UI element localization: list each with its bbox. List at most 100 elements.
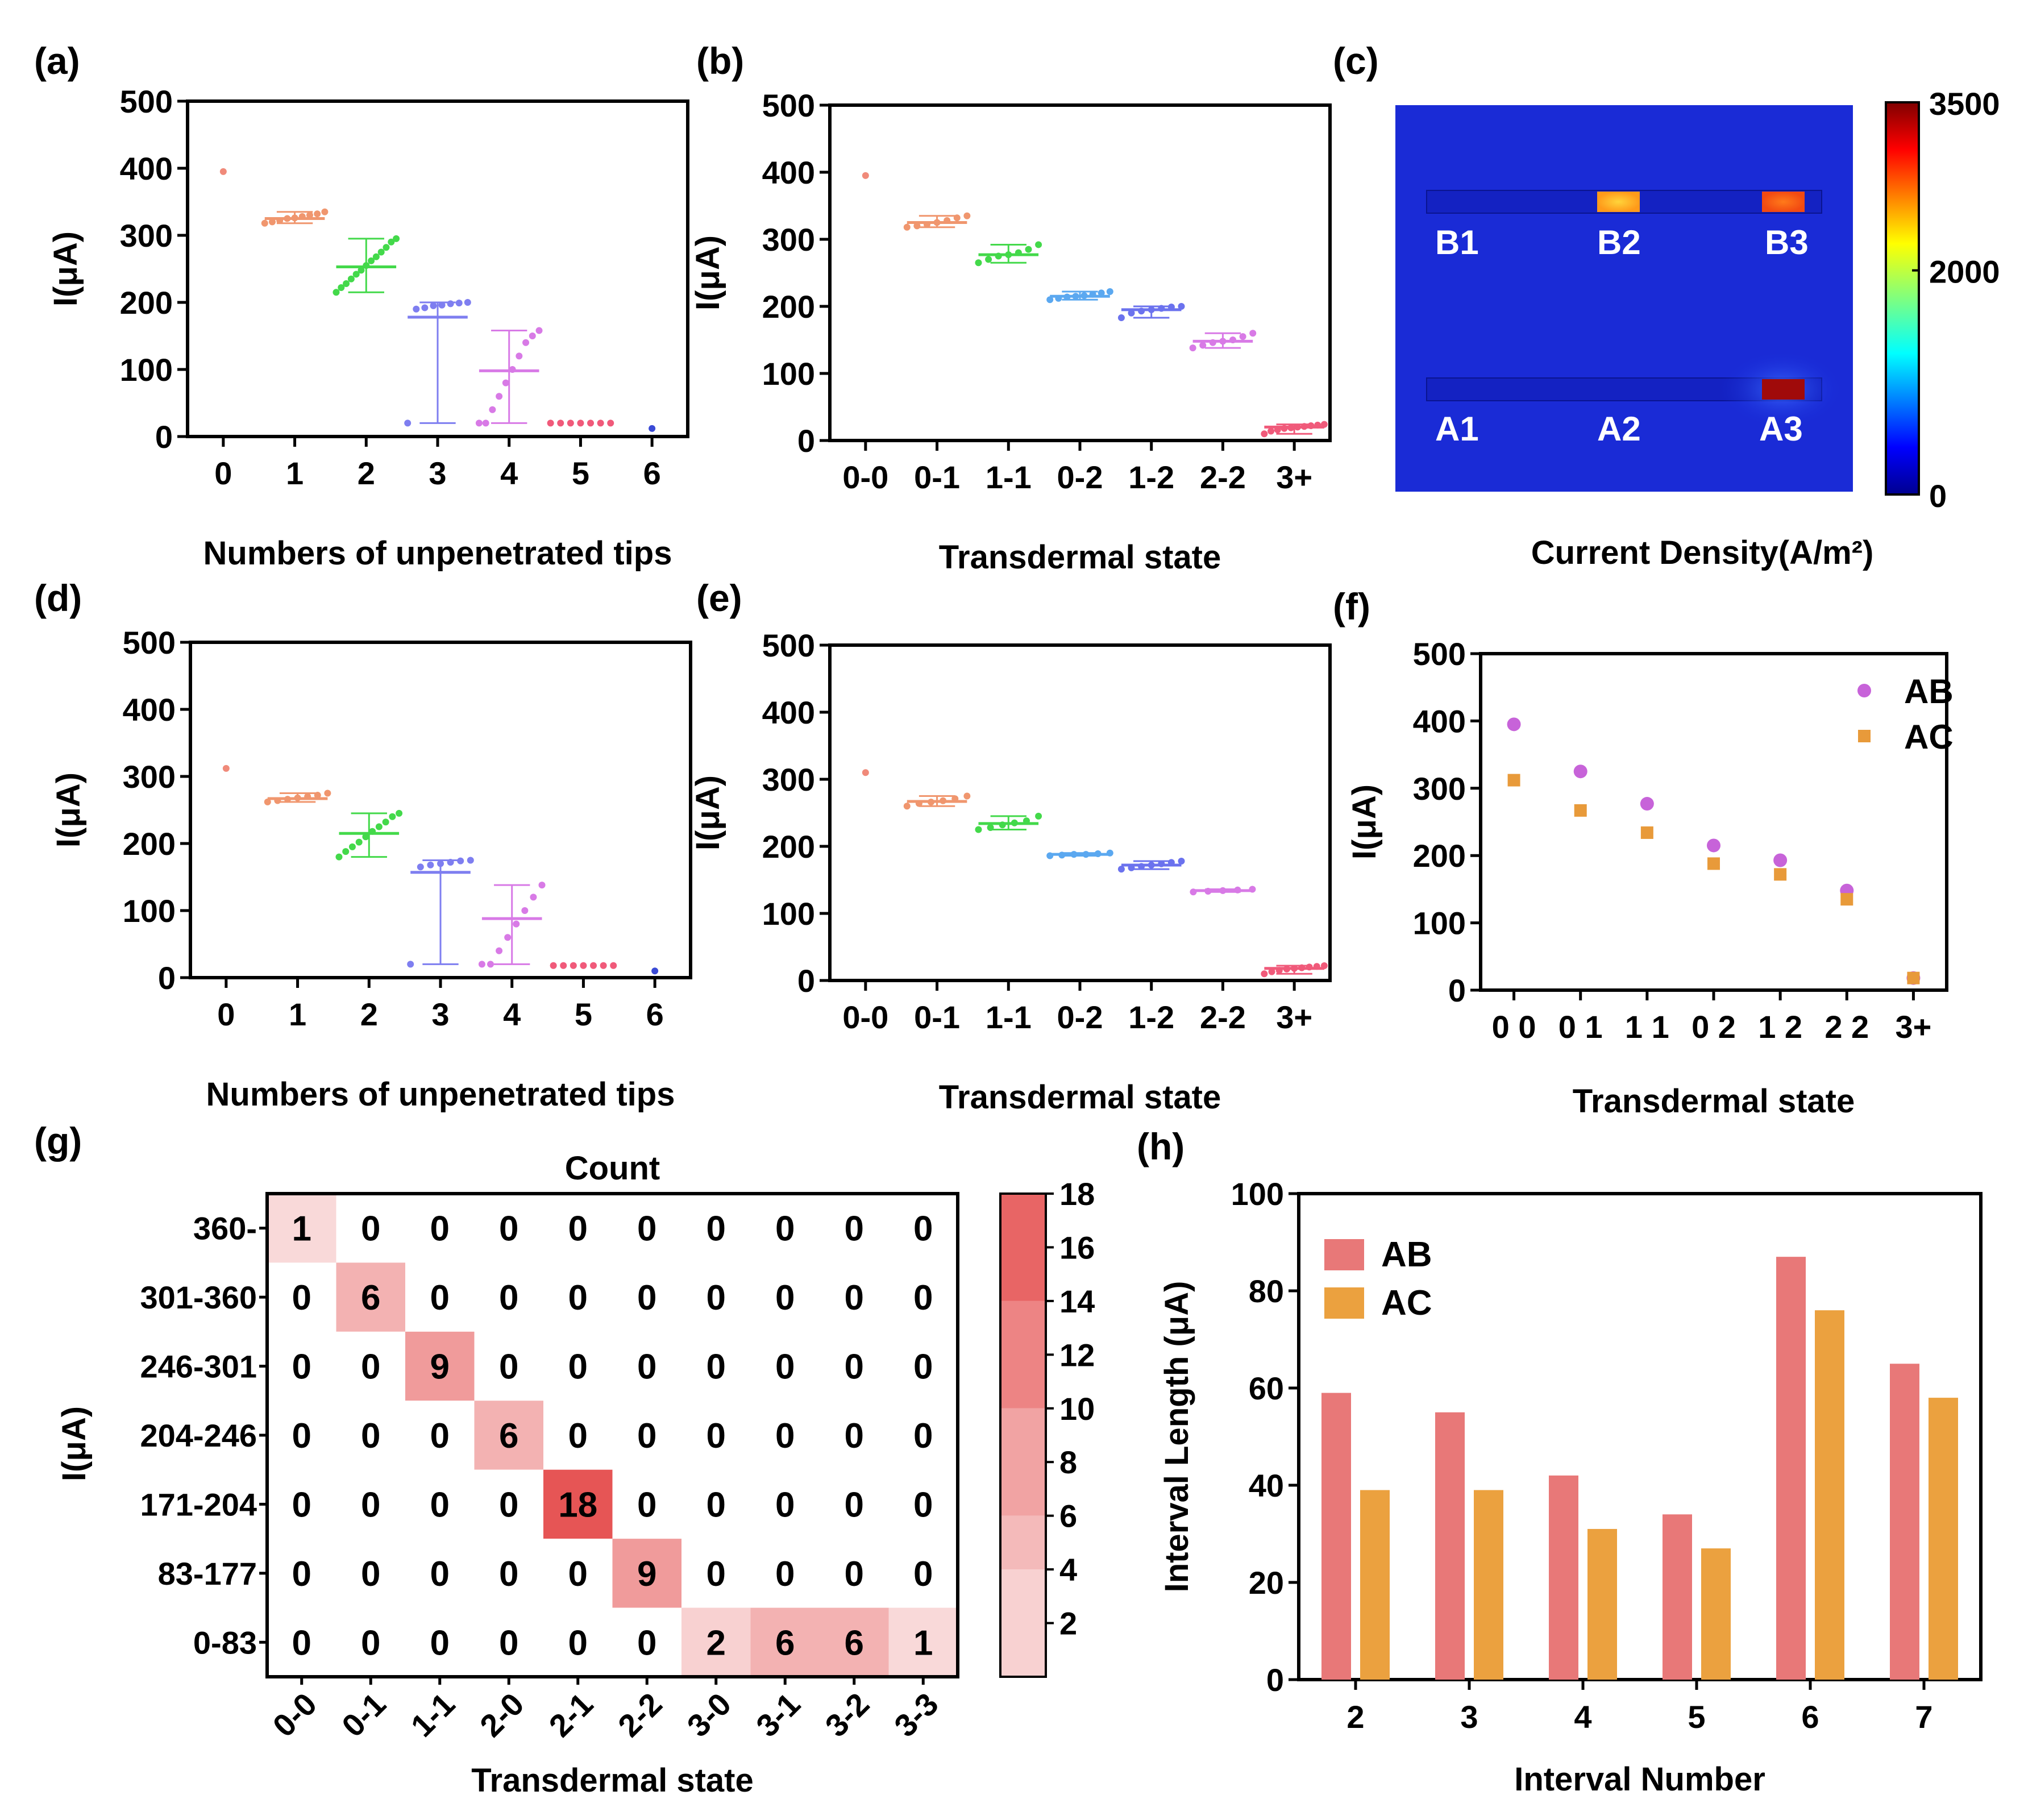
heatmap-cell [474,1262,543,1332]
y-tick-label: 300 [123,759,176,795]
legend-swatch-ac [1324,1287,1364,1319]
data-point [999,821,1006,829]
bar-ab [1890,1364,1919,1680]
colorbar-band [1000,1408,1046,1516]
colorbar-label: 2 [1059,1606,1077,1642]
data-point [222,764,230,772]
data-point [291,214,298,222]
data-group [903,792,971,810]
data-point [294,794,301,801]
data-point [274,797,281,804]
y-tick-label: 360- [193,1211,257,1246]
y-tick-label: 300 [762,222,815,257]
colorbar-band [1000,1515,1046,1570]
data-point [389,813,396,820]
y-tick-label: 100 [120,352,173,388]
cell-value: 9 [430,1348,450,1387]
heatmap-cell [820,1401,889,1470]
x-tick-label: 4 [503,996,521,1032]
heatmap-cell [612,1194,681,1263]
cell-value: 0 [361,1623,380,1663]
cell-value: 0 [430,1555,450,1594]
heatmap-cell [681,1401,751,1470]
data-group [1046,288,1113,304]
cell-value: 0 [706,1348,726,1387]
cell-value: 0 [637,1485,656,1524]
data-point [649,425,656,432]
y-tick-label: 400 [120,151,173,186]
cell-value: 0 [568,1416,588,1456]
data-point [447,300,454,308]
data-point [1234,886,1241,894]
data-point [362,833,369,841]
data-point [1249,330,1257,337]
x-tick-label: 2 [358,455,375,491]
cell-value: 0 [361,1416,380,1456]
legend-label: AB [1904,672,1954,710]
heatmap-cell [750,1539,820,1608]
colorbar-band [1000,1300,1046,1408]
cell-value: 0 [361,1348,380,1387]
cell-value: 0 [499,1623,518,1663]
cell-value: 0 [637,1416,656,1456]
data-point [276,217,284,225]
cell-value: 0 [913,1555,933,1594]
data-point [903,803,911,810]
data-point [363,262,370,269]
data-point [557,419,564,427]
heatmap-cell [267,1607,336,1677]
colorbar-label: 6 [1059,1498,1077,1534]
cell-value: 0 [775,1416,795,1456]
data-point [587,419,595,427]
data-group [1189,330,1257,352]
data-point [347,275,355,282]
panel-label: (a) [34,40,80,82]
data-point [547,419,554,427]
data-point [372,253,380,260]
x-tick-label: 5 [572,455,589,491]
data-point [1283,965,1290,973]
cell-value: 0 [499,1210,518,1249]
y-tick-label: 200 [120,285,173,321]
cell-value: 0 [775,1278,795,1318]
y-tick-label: 0 [797,423,815,459]
colorbar-label: 16 [1059,1229,1095,1265]
heatmap-cell [888,1262,958,1332]
cell-value: 0 [637,1623,656,1663]
data-group [862,172,869,179]
cell-value: 0 [499,1278,518,1318]
data-point [1268,968,1275,975]
data-point [430,302,437,309]
y-tick-label: 100 [1413,905,1466,941]
y-tick-label: 300 [1413,771,1466,807]
x-tick-label: 0-0 [842,999,888,1035]
point-ac [1640,826,1653,839]
data-point [321,208,329,215]
data-point [219,168,227,175]
point-ac [1574,804,1587,817]
heatmap-cell [820,1331,889,1401]
x-tick-label: 0-0 [842,459,888,495]
data-point [261,219,268,227]
data-point [1314,421,1321,429]
data-point [1298,964,1306,971]
heatmap-cell [543,1469,613,1539]
data-group [261,208,329,227]
data-point [352,271,360,278]
legend-label: AC [1381,1283,1432,1323]
data-point [1294,423,1302,431]
data-group [333,235,400,296]
data-point [1190,888,1197,896]
heatmap-cell [888,1469,958,1539]
y-tick-label: 171-204 [140,1486,257,1522]
heatmap-cell [750,1262,820,1332]
x-tick-label: 2-1 [542,1686,600,1744]
data-point [284,215,291,222]
data-point [940,797,947,804]
heatmap-cell [888,1539,958,1608]
cell-value: 0 [637,1348,656,1387]
data-group [478,882,546,968]
heatmap-cell [681,1539,751,1608]
data-point [1011,819,1018,826]
y-tick-label: 400 [1413,703,1466,739]
